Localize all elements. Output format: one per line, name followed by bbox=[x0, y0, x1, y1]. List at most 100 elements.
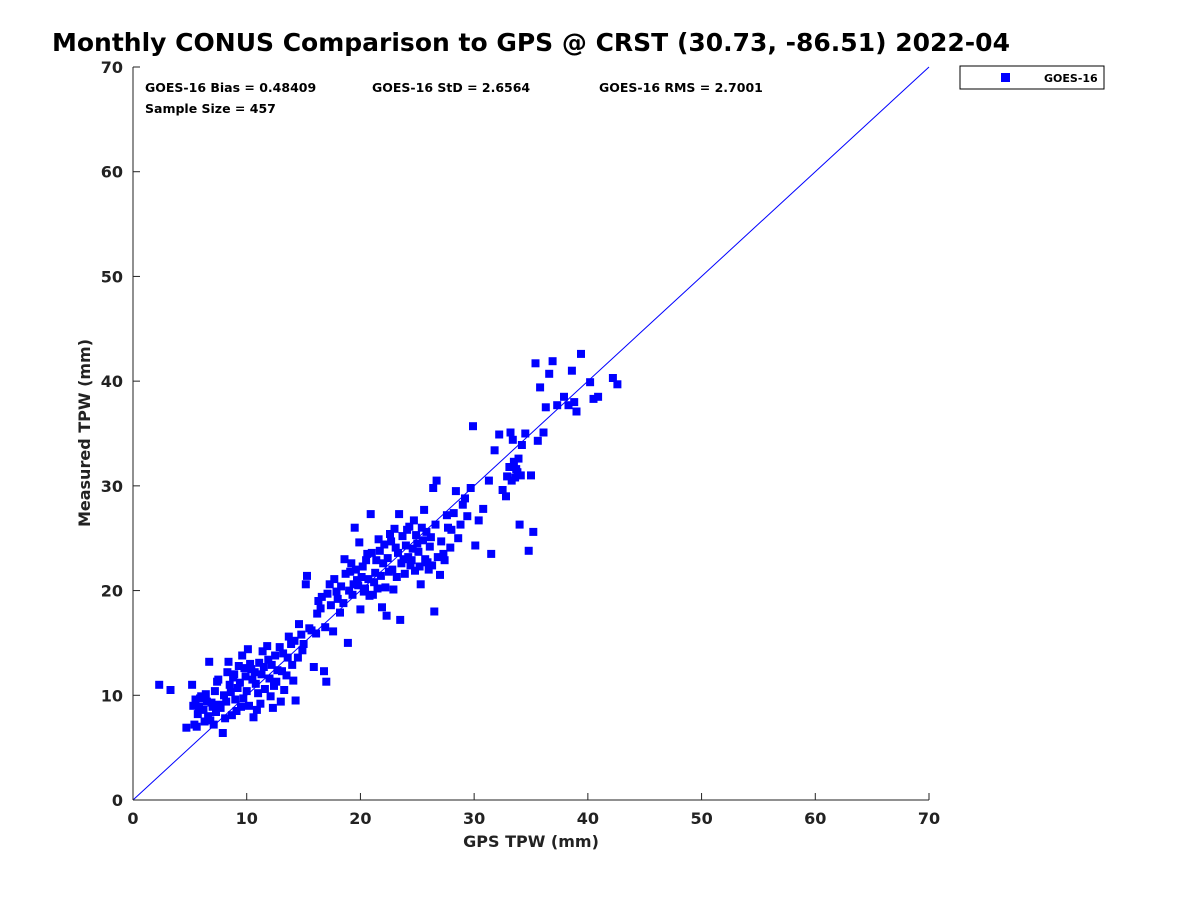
data-point bbox=[391, 543, 400, 552]
data-point bbox=[375, 546, 384, 555]
data-point bbox=[451, 487, 460, 496]
bias-annotation: GOES-16 Bias = 0.48409 bbox=[145, 80, 316, 95]
data-point bbox=[252, 705, 261, 714]
data-point bbox=[407, 556, 416, 565]
data-point bbox=[330, 575, 339, 584]
data-point bbox=[355, 538, 364, 547]
data-point bbox=[293, 653, 302, 662]
data-point bbox=[225, 680, 234, 689]
data-point bbox=[258, 647, 267, 656]
data-point bbox=[221, 714, 230, 723]
data-point bbox=[182, 723, 191, 732]
data-point bbox=[237, 702, 245, 711]
data-point bbox=[506, 428, 515, 437]
data-point bbox=[350, 523, 359, 532]
data-point bbox=[461, 494, 469, 503]
data-point bbox=[541, 403, 550, 412]
data-point bbox=[337, 582, 346, 591]
data-point bbox=[382, 611, 391, 620]
data-point bbox=[380, 540, 389, 549]
data-point bbox=[442, 511, 451, 520]
chart-title: Monthly CONUS Comparison to GPS @ CRST (… bbox=[52, 28, 1010, 57]
data-point bbox=[264, 655, 273, 664]
data-point bbox=[313, 609, 322, 618]
data-point bbox=[498, 486, 507, 494]
data-point bbox=[341, 569, 350, 578]
data-point bbox=[280, 686, 289, 694]
data-point bbox=[479, 504, 488, 513]
data-point bbox=[299, 640, 308, 648]
data-point bbox=[531, 359, 540, 368]
data-point bbox=[233, 684, 242, 692]
data-point bbox=[248, 675, 257, 684]
data-point bbox=[354, 581, 363, 590]
data-point bbox=[268, 703, 277, 712]
data-point bbox=[431, 520, 440, 529]
data-point bbox=[289, 676, 298, 685]
data-point bbox=[372, 556, 381, 565]
data-point bbox=[214, 675, 223, 684]
data-point bbox=[463, 512, 472, 521]
data-points-layer bbox=[155, 349, 622, 737]
data-point bbox=[397, 559, 406, 568]
data-point bbox=[282, 671, 291, 680]
data-point bbox=[234, 662, 243, 670]
x-tick-label: 30 bbox=[463, 809, 485, 828]
data-point bbox=[536, 383, 545, 392]
data-point bbox=[199, 705, 208, 714]
data-point bbox=[454, 534, 463, 543]
y-tick-label: 20 bbox=[101, 582, 123, 601]
data-point bbox=[367, 548, 376, 557]
legend: GOES-16 bbox=[959, 65, 1105, 90]
data-point bbox=[288, 660, 297, 669]
data-point bbox=[205, 657, 214, 666]
data-point bbox=[456, 520, 465, 529]
rms-annotation: GOES-16 RMS = 2.7001 bbox=[599, 80, 763, 95]
data-point bbox=[297, 630, 306, 639]
data-point bbox=[428, 561, 437, 570]
data-point bbox=[336, 608, 344, 617]
data-point bbox=[256, 699, 265, 708]
data-point bbox=[358, 562, 367, 571]
data-point bbox=[505, 463, 514, 471]
data-point bbox=[263, 642, 272, 651]
data-point bbox=[419, 536, 427, 545]
data-point bbox=[204, 712, 213, 721]
data-point bbox=[249, 713, 258, 722]
data-point bbox=[257, 670, 266, 679]
data-point bbox=[446, 543, 455, 552]
data-point bbox=[362, 556, 371, 565]
data-point bbox=[514, 454, 523, 463]
data-point bbox=[242, 687, 251, 696]
data-point bbox=[188, 680, 197, 689]
data-point bbox=[484, 476, 493, 485]
data-point bbox=[339, 599, 348, 608]
data-point bbox=[511, 473, 520, 482]
data-point bbox=[414, 547, 423, 556]
data-point bbox=[466, 484, 475, 492]
legend-box bbox=[959, 65, 1105, 90]
data-point bbox=[265, 674, 274, 683]
data-point bbox=[276, 697, 285, 706]
data-point bbox=[322, 677, 331, 686]
data-point bbox=[521, 429, 530, 438]
legend-marker-square bbox=[1001, 73, 1010, 82]
data-point bbox=[490, 446, 499, 455]
data-point bbox=[239, 694, 248, 703]
data-point bbox=[349, 580, 358, 589]
data-point bbox=[314, 597, 323, 605]
data-point bbox=[401, 541, 410, 550]
data-point bbox=[371, 568, 380, 577]
axes-layer bbox=[132, 67, 929, 801]
y-tick-label: 30 bbox=[101, 477, 123, 496]
data-point bbox=[166, 686, 175, 694]
data-point bbox=[193, 710, 202, 719]
data-point bbox=[503, 472, 512, 481]
data-point bbox=[533, 436, 542, 445]
data-point bbox=[432, 476, 441, 485]
data-point bbox=[309, 663, 318, 671]
data-point bbox=[316, 604, 325, 613]
data-point bbox=[474, 516, 483, 525]
data-point bbox=[240, 664, 249, 673]
data-point bbox=[376, 571, 385, 580]
